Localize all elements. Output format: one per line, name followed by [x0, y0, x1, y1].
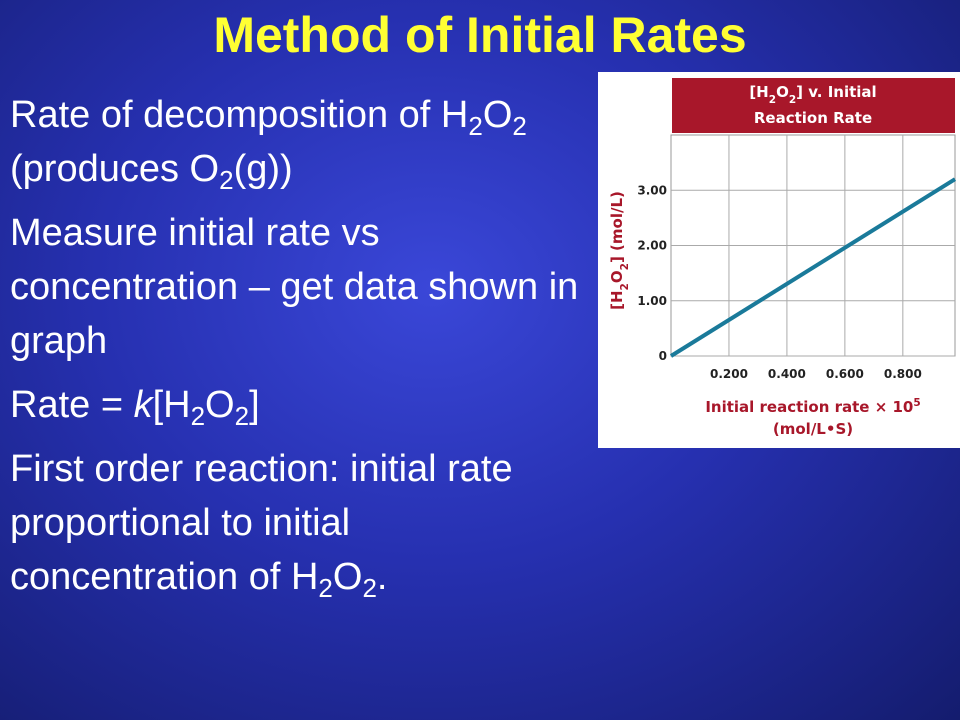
text-run: [H — [152, 384, 191, 426]
text-run: ] — [249, 384, 260, 426]
text-run: 2 — [619, 283, 631, 290]
y-tick-label: 2.00 — [637, 239, 667, 253]
slide-title: Method of Initial Rates — [213, 7, 747, 63]
text-run: 2 — [789, 94, 796, 106]
chart-title: [H2O2] v. Initial — [749, 83, 876, 106]
text-run: Measure initial rate vs concentration – … — [10, 212, 579, 362]
text-run: Initial reaction rate × 10 — [705, 398, 913, 416]
bullet: Measure initial rate vs concentration – … — [10, 206, 585, 368]
text-run: k — [133, 384, 153, 426]
text-run: Rate = — [10, 384, 134, 426]
text-run: . — [376, 556, 388, 598]
chart-title-box — [672, 78, 955, 133]
text-run: 2 — [769, 94, 776, 106]
x-tick-label: 0.200 — [710, 367, 748, 381]
y-axis-label: [H2O2] (mol/L) — [608, 191, 631, 310]
text-run: O — [608, 270, 626, 283]
text-run: First order reaction: initial rate propo… — [10, 448, 513, 598]
bullet: Rate of decomposition of H2O2 (produces … — [10, 88, 585, 196]
text-run: 2 — [318, 573, 333, 603]
text-run: 2 — [512, 111, 527, 141]
x-tick-label: 0.400 — [768, 367, 806, 381]
text-run: (g)) — [233, 148, 293, 190]
text-run: (produces O — [10, 148, 220, 190]
chart-title: Reaction Rate — [754, 109, 872, 127]
x-tick-label: 0.800 — [884, 367, 922, 381]
text-run: O — [332, 556, 363, 598]
data-line — [669, 177, 957, 358]
text-run: O — [482, 94, 513, 136]
text-run: 2 — [234, 401, 250, 431]
y-tick-label: 1.00 — [637, 294, 667, 308]
bullet: First order reaction: initial rate propo… — [10, 442, 585, 604]
text-run: Rate of decomposition of H — [10, 94, 469, 136]
text-run: ] v. Initial — [796, 83, 877, 101]
text-run: ] (mol/L) — [608, 191, 626, 263]
bullet-list: Rate of decomposition of H2O2 (produces … — [10, 88, 585, 614]
text-run: 2 — [362, 573, 377, 603]
bullet: Rate = k[H2O2] — [10, 378, 585, 432]
text-run: O — [776, 83, 789, 101]
text-run: [H — [749, 83, 768, 101]
text-run: O — [205, 384, 235, 426]
x-tick-label: 0.600 — [826, 367, 864, 381]
x-axis-label: (mol/L•S) — [773, 420, 853, 438]
text-run: 5 — [913, 397, 920, 409]
text-run: 2 — [219, 165, 234, 195]
text-run: 2 — [619, 263, 631, 270]
text-run: 2 — [190, 401, 206, 431]
y-tick-label: 3.00 — [637, 183, 667, 197]
text-run: [H — [608, 290, 626, 309]
x-axis-label: Initial reaction rate × 105 — [705, 397, 920, 416]
text-run: 2 — [468, 111, 483, 141]
y-tick-label: 0 — [659, 349, 667, 363]
